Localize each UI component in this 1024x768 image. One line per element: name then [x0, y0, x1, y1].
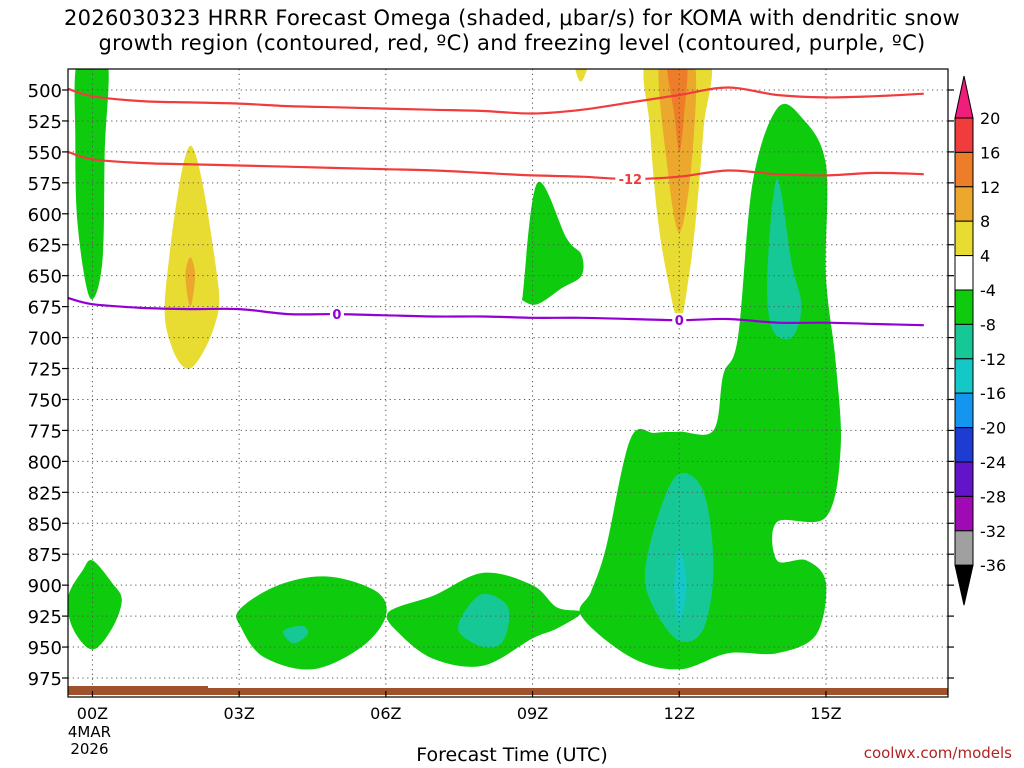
y-tick-label: 600	[28, 205, 62, 226]
contour-line	[68, 150, 924, 181]
x-tick-label: 03Z	[223, 704, 254, 723]
omega-region	[457, 593, 510, 648]
colorbar-bottom-triangle	[954, 564, 974, 606]
x-tick-label: 12Z	[664, 704, 695, 723]
contour-label: 0	[332, 308, 341, 323]
omega-region	[185, 257, 196, 307]
omega-region	[575, 69, 588, 82]
omega-region	[658, 69, 697, 233]
colorbar-swatch	[954, 289, 974, 325]
temperature-contours: -12 0 0	[68, 86, 924, 329]
contour-label: -12	[619, 173, 643, 188]
colorbar-level-label: -24	[980, 453, 1006, 472]
x-tick-label: 15Z	[810, 704, 841, 723]
chart-title-line-1: 2026030323 HRRR Forecast Omega (shaded, …	[64, 6, 960, 30]
y-tick-label: 550	[28, 143, 62, 164]
ground-bar	[68, 686, 948, 695]
contour-line	[68, 86, 924, 115]
omega-region	[164, 145, 220, 369]
colorbar-level-label: -36	[980, 556, 1006, 575]
chart-title: 2026030323 HRRR Forecast Omega (shaded, …	[0, 6, 1024, 56]
y-tick-label: 800	[28, 452, 62, 473]
y-tick-label: 575	[28, 174, 62, 195]
colorbar-swatch	[954, 117, 974, 153]
colorbar-level-label: -28	[980, 487, 1006, 506]
colorbar-swatch	[954, 392, 974, 429]
omega-shading	[68, 69, 842, 670]
colorbar-level-label: 4	[980, 247, 990, 266]
y-tick-label: 750	[28, 390, 62, 411]
credit-text: coolwx.com/models	[863, 744, 1012, 762]
omega-region	[236, 576, 387, 670]
x-tick-label: 00Z	[77, 704, 108, 723]
colorbar-level-label: 20	[980, 109, 1000, 128]
colorbar-swatch	[954, 220, 974, 257]
y-tick-label: 525	[28, 112, 62, 133]
colorbar-swatch	[954, 323, 974, 360]
y-tick-label: 625	[28, 236, 62, 257]
contour-line	[68, 296, 924, 327]
omega-region	[767, 179, 802, 340]
contour-label-bg	[615, 172, 646, 187]
y-tick-label: 875	[28, 545, 62, 566]
ground-surface	[68, 688, 948, 695]
x-tick-label: 09Z	[517, 704, 548, 723]
colorbar-level-label: -32	[980, 522, 1006, 541]
ground-surface-bump	[68, 686, 208, 689]
colorbar: 20 16 12 8 4 -4 -8 -12 -16 -20 -24 -28 -32 -36	[954, 75, 1006, 606]
colorbar-swatch	[954, 530, 974, 566]
y-tick-label: 900	[28, 576, 62, 597]
y-tick-label: 775	[28, 421, 62, 442]
x-tick-date-label: 4MAR	[68, 723, 111, 741]
plot-frame	[67, 68, 949, 698]
contour-label-bg	[672, 313, 687, 328]
colorbar-top-triangle	[954, 75, 974, 119]
y-tick-label: 950	[28, 638, 62, 659]
x-axis-label: Forecast Time (UTC)	[416, 744, 608, 766]
y-tick-label: 825	[28, 483, 62, 504]
colorbar-swatch	[954, 461, 974, 497]
omega-region	[520, 181, 584, 305]
colorbar-swatch	[954, 358, 974, 394]
omega-region	[74, 69, 109, 300]
colorbar-level-label: -16	[980, 384, 1006, 403]
colorbar-level-label: -8	[980, 315, 996, 334]
colorbar-swatch	[954, 427, 974, 463]
y-tick-label: 975	[28, 669, 62, 690]
x-tick-date-label: 2026	[70, 740, 108, 758]
colorbar-level-label: -20	[980, 419, 1006, 438]
y-tick-label: 500	[28, 81, 62, 102]
chart-title-line-2: growth region (contoured, red, ºC) and f…	[98, 31, 926, 55]
y-tick-label: 675	[28, 298, 62, 319]
x-tick-label: 06Z	[370, 704, 401, 723]
y-tick-label: 725	[28, 360, 62, 381]
colorbar-swatch	[954, 495, 974, 532]
y-tick-label: 925	[28, 607, 62, 628]
y-tick-label: 650	[28, 267, 62, 288]
colorbar-level-label: -12	[980, 350, 1006, 369]
omega-region	[282, 625, 309, 644]
colorbar-level-label: 12	[980, 178, 1000, 197]
y-tick-label: 850	[28, 514, 62, 535]
colorbar-swatch	[954, 255, 974, 291]
colorbar-swatch	[954, 151, 974, 188]
contour-label: 0	[675, 314, 684, 329]
colorbar-level-label: -4	[980, 281, 996, 300]
colorbar-level-label: 16	[980, 143, 1000, 162]
colorbar-swatch	[954, 186, 974, 222]
y-tick-label: 700	[28, 329, 62, 350]
omega-region	[68, 559, 122, 650]
contour-label-bg	[329, 307, 344, 322]
omega-region	[674, 548, 687, 623]
colorbar-level-label: 8	[980, 212, 990, 231]
grid-lines	[68, 69, 948, 697]
y-axis: 500 525 550 575 600 625 650 675 700 725 750 775 800 8…	[28, 81, 954, 690]
